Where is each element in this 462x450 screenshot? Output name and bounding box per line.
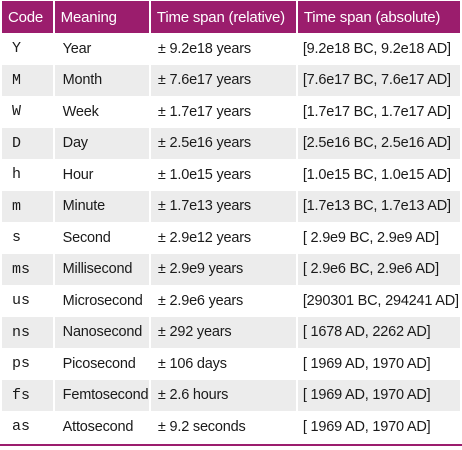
- header-meaning: Meaning: [54, 1, 149, 33]
- absolute-span-cell: [1.0e15 BC, 1.0e15 AD]: [297, 159, 460, 191]
- absolute-span-cell: [2.5e16 BC, 2.5e16 AD]: [297, 127, 460, 159]
- code-cell: M: [2, 64, 53, 96]
- meaning-cell: Hour: [54, 159, 149, 191]
- meaning-cell: Microsecond: [54, 285, 149, 317]
- table-row: s Second ± 2.9e12 years[ 2.9e9 BC, 2.9e9 A…: [2, 222, 460, 254]
- absolute-span-cell: [ 1969 AD, 1970 AD]: [297, 348, 460, 380]
- header-relative: Time span (relative): [150, 1, 296, 33]
- table-row: h Hour ± 1.0e15 years [1.0e15 BC, 1.0e15 AD…: [2, 159, 460, 191]
- relative-span-cell: ± 2.5e16 years: [150, 127, 296, 159]
- code-cell: ms: [2, 253, 53, 285]
- absolute-span-cell: [ 1969 AD, 1970 AD]: [297, 411, 460, 443]
- meaning-cell: Millisecond: [54, 253, 149, 285]
- code-cell: fs: [2, 379, 53, 411]
- table-row: ns Nanosecond ± 292 years[ 1678 AD, 2262 A…: [2, 316, 460, 348]
- table-row: ms Millisecond ± 2.9e9 years[ 2.9e6 BC, 2.…: [2, 253, 460, 285]
- meaning-cell: Attosecond: [54, 411, 149, 443]
- relative-span-cell: ± 2.9e12 years: [150, 222, 296, 254]
- table-row: ps Picosecond ± 106 days[ 1969 AD, 1970 AD…: [2, 348, 460, 380]
- header-absolute: Time span (absolute): [297, 1, 460, 33]
- code-cell: D: [2, 127, 53, 159]
- meaning-cell: Picosecond: [54, 348, 149, 380]
- code-cell: m: [2, 190, 53, 222]
- table-row: M Month ± 7.6e17 years [7.6e17 BC, 7.6e17 A…: [2, 64, 460, 96]
- absolute-span-cell: [290301 BC, 294241 AD]: [297, 285, 460, 317]
- relative-span-cell: ± 9.2e18 years: [150, 33, 296, 65]
- header-row: Code Meaning Time span (relative) Time s…: [2, 1, 460, 33]
- meaning-cell: Minute: [54, 190, 149, 222]
- relative-span-cell: ± 2.9e6 years: [150, 285, 296, 317]
- table-header: Code Meaning Time span (relative) Time s…: [2, 1, 460, 33]
- relative-span-cell: ± 1.7e17 years: [150, 96, 296, 128]
- meaning-cell: Day: [54, 127, 149, 159]
- header-code: Code: [2, 1, 53, 33]
- table-row: Y Year ± 9.2e18 years [9.2e18 BC, 9.2e18 AD…: [2, 33, 460, 65]
- meaning-cell: Year: [54, 33, 149, 65]
- relative-span-cell: ± 2.9e9 years: [150, 253, 296, 285]
- absolute-span-cell: [1.7e17 BC, 1.7e17 AD]: [297, 96, 460, 128]
- code-cell: Y: [2, 33, 53, 65]
- relative-span-cell: ± 1.0e15 years: [150, 159, 296, 191]
- absolute-span-cell: [ 1969 AD, 1970 AD]: [297, 379, 460, 411]
- code-cell: W: [2, 96, 53, 128]
- relative-span-cell: ± 106 days: [150, 348, 296, 380]
- table-body: Y Year ± 9.2e18 years [9.2e18 BC, 9.2e18 AD…: [2, 33, 460, 443]
- absolute-span-cell: [ 2.9e6 BC, 2.9e6 AD]: [297, 253, 460, 285]
- code-cell: as: [2, 411, 53, 443]
- meaning-cell: Month: [54, 64, 149, 96]
- relative-span-cell: ± 9.2 seconds: [150, 411, 296, 443]
- table-row: us Microsecond ± 2.9e6 years [290301 BC, 29…: [2, 285, 460, 317]
- meaning-cell: Nanosecond: [54, 316, 149, 348]
- table-row: fs Femtosecond ± 2.6 hours[ 1969 AD, 1970 …: [2, 379, 460, 411]
- code-cell: us: [2, 285, 53, 317]
- meaning-cell: Femtosecond: [54, 379, 149, 411]
- relative-span-cell: ± 1.7e13 years: [150, 190, 296, 222]
- meaning-cell: Week: [54, 96, 149, 128]
- relative-span-cell: ± 292 years: [150, 316, 296, 348]
- table-row: D Day ± 2.5e16 years [2.5e16 BC, 2.5e16 AD]: [2, 127, 460, 159]
- absolute-span-cell: [7.6e17 BC, 7.6e17 AD]: [297, 64, 460, 96]
- absolute-span-cell: [9.2e18 BC, 9.2e18 AD]: [297, 33, 460, 65]
- code-cell: s: [2, 222, 53, 254]
- table-row: as Attosecond ± 9.2 seconds[ 1969 AD, 1970…: [2, 411, 460, 443]
- absolute-span-cell: [1.7e13 BC, 1.7e13 AD]: [297, 190, 460, 222]
- code-cell: ns: [2, 316, 53, 348]
- bottom-rule: [0, 444, 462, 446]
- meaning-cell: Second: [54, 222, 149, 254]
- relative-span-cell: ± 2.6 hours: [150, 379, 296, 411]
- table-row: m Minute ± 1.7e13 years [1.7e13 BC, 1.7e13 …: [2, 190, 460, 222]
- absolute-span-cell: [ 2.9e9 BC, 2.9e9 AD]: [297, 222, 460, 254]
- relative-span-cell: ± 7.6e17 years: [150, 64, 296, 96]
- absolute-span-cell: [ 1678 AD, 2262 AD]: [297, 316, 460, 348]
- code-cell: h: [2, 159, 53, 191]
- table-row: W Week ± 1.7e17 years [1.7e17 BC, 1.7e17 AD…: [2, 96, 460, 128]
- code-cell: ps: [2, 348, 53, 380]
